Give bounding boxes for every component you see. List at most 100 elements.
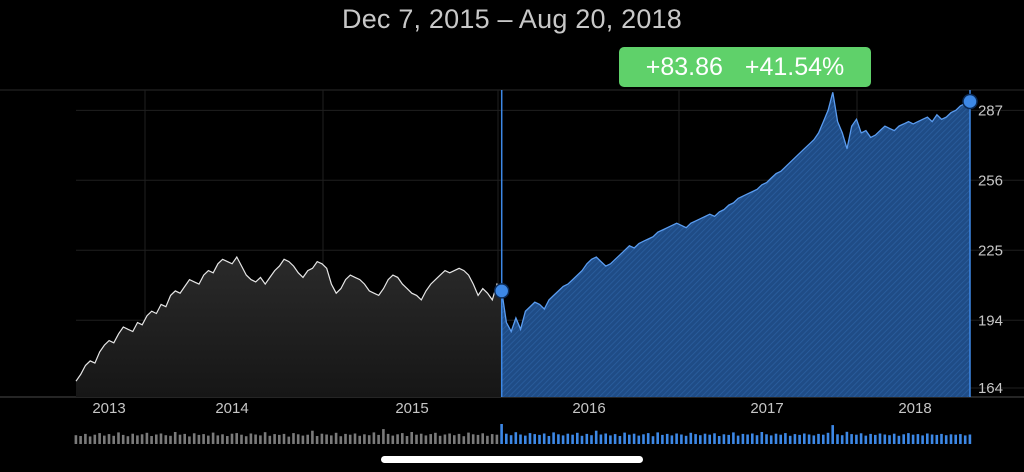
- volume-bar: [155, 434, 158, 444]
- volume-bar: [103, 435, 106, 444]
- volume-bar: [311, 430, 314, 444]
- volume-bar: [684, 435, 688, 444]
- volume-bar: [784, 433, 787, 444]
- volume-bar: [495, 434, 499, 444]
- volume-bar: [117, 432, 120, 444]
- volume-bar: [509, 435, 513, 444]
- x-tick-label: 2013: [92, 400, 125, 417]
- volume-bar: [779, 434, 782, 444]
- volume-bar: [524, 435, 527, 444]
- volume-bar: [514, 432, 518, 444]
- volume-bar: [580, 435, 584, 444]
- volume-bar: [717, 436, 721, 444]
- axis-labels: 2013 2014 2015 2016 2017 2018 164 194 225 256 287: [92, 102, 1003, 417]
- volume-bar: [126, 436, 130, 444]
- volume-bar: [363, 434, 366, 444]
- volume-bar: [415, 434, 418, 444]
- x-tick-label: 2017: [750, 400, 783, 417]
- volume-bar: [694, 434, 697, 444]
- volume-bar: [727, 434, 730, 444]
- volume-bar: [74, 435, 78, 444]
- volume-bar: [249, 433, 253, 444]
- x-tick-label: 2014: [215, 400, 248, 417]
- volume-bar: [287, 436, 291, 444]
- volume-bar: [519, 434, 522, 444]
- volume-bar: [533, 434, 536, 444]
- volume-bar: [864, 435, 868, 444]
- volume-bar: [410, 432, 413, 444]
- volume-bar: [344, 433, 347, 444]
- volume-bar: [438, 435, 442, 444]
- selection-start-handle[interactable]: [493, 283, 510, 299]
- selection-end-handle[interactable]: [962, 93, 978, 110]
- volume-bar: [164, 435, 168, 444]
- volume-bar: [968, 434, 972, 444]
- volume-bar: [746, 434, 749, 444]
- home-indicator[interactable]: [381, 456, 643, 463]
- volume-bar: [656, 432, 659, 444]
- volume-bar: [618, 436, 622, 444]
- volume-bar: [552, 432, 555, 444]
- volume-bar: [372, 432, 376, 444]
- volume-bar: [665, 433, 669, 444]
- volume-bar: [585, 433, 589, 444]
- volume-bar: [244, 436, 248, 444]
- volume-bar: [623, 432, 626, 444]
- volume-bar: [401, 433, 404, 444]
- chart-area: [75, 92, 971, 398]
- volume-bar: [963, 435, 967, 444]
- volume-bar: [765, 434, 768, 444]
- y-tick-label: 194: [978, 312, 1003, 329]
- volume-bar: [576, 432, 579, 444]
- volume-bar: [632, 433, 636, 444]
- volume-bar: [840, 435, 844, 444]
- volume-bar: [566, 433, 570, 444]
- volume-bar: [911, 434, 915, 444]
- change-absolute: +83.86: [645, 52, 723, 81]
- volume-bar: [732, 432, 735, 444]
- volume-bar: [202, 434, 205, 444]
- volume-bar: [954, 434, 957, 444]
- volume-bar: [907, 433, 910, 444]
- volume-bar: [831, 425, 834, 444]
- volume-bar: [689, 432, 693, 444]
- volume-bar: [306, 434, 309, 444]
- volume-bar: [741, 433, 745, 444]
- volume-bar: [628, 434, 631, 444]
- volume-bar: [486, 435, 489, 444]
- price-change-badge: +83.86 +41.54%: [619, 47, 871, 87]
- volume-bar: [751, 433, 754, 444]
- volume-bar: [98, 433, 101, 444]
- volume-bar: [845, 431, 849, 444]
- volume-bar: [235, 433, 238, 444]
- volume-bar: [949, 434, 953, 444]
- volume-bar: [736, 435, 740, 444]
- volume-bar: [883, 434, 887, 444]
- volume-bar: [197, 434, 201, 444]
- volume-bar: [490, 434, 494, 444]
- volume-bar: [599, 434, 603, 444]
- volume-bar: [703, 433, 707, 444]
- volume-bar: [405, 436, 409, 444]
- volume-bar: [561, 435, 565, 444]
- volume-bar: [273, 434, 276, 444]
- volume-bar: [391, 435, 395, 444]
- volume-bar: [713, 433, 716, 444]
- volume-bar: [339, 436, 343, 444]
- volume-bar: [798, 434, 801, 444]
- volume-bar: [902, 434, 905, 444]
- volume-bar: [812, 435, 816, 444]
- volume-bars: [74, 424, 972, 444]
- volume-bar: [429, 434, 432, 444]
- volume-bar: [959, 434, 962, 444]
- volume-bar: [424, 435, 428, 444]
- volume-bar: [613, 434, 617, 444]
- volume-bar: [315, 436, 319, 444]
- volume-bar: [230, 433, 234, 444]
- volume-bar: [79, 436, 82, 444]
- volume-bar: [476, 434, 480, 444]
- change-percent: +41.54%: [744, 52, 845, 81]
- selection-markers: [493, 90, 978, 397]
- volume-bar: [571, 434, 574, 444]
